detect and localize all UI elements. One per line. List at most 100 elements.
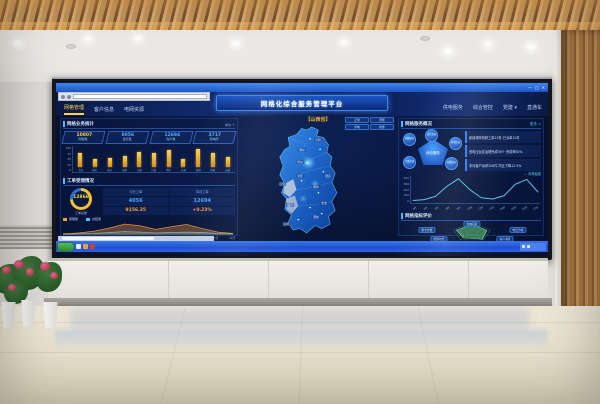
donut-gauge: 12866 工单总量 (63, 188, 99, 215)
stat-label: 客户数 (165, 137, 175, 142)
map-city-label[interactable]: 晋城 (312, 215, 320, 219)
tab-direct-line[interactable]: 直通车 (526, 105, 542, 111)
area-legend: 受理量 办结量 (63, 217, 235, 221)
hub-pentagon[interactable]: 综合服务 (418, 139, 448, 165)
map-city-label[interactable]: 运城 (282, 222, 290, 226)
left-panel: 网格业务统计 单位:个 10807 网格数 8056 台区数 (60, 118, 238, 240)
quicklaunch-app2-icon[interactable] (90, 244, 95, 249)
tab-customer-info[interactable]: 客户信息 (94, 107, 115, 113)
stats-grid: 今日工单 本月工单 4056 12694 9156.35 +0.23% (103, 188, 235, 215)
floor-reflection-band (55, 330, 547, 348)
grid-title: 今日工单 (103, 188, 169, 196)
grid-title: 本月工单 (169, 188, 235, 196)
list-item[interactable]: 低电压台区治理完成36个 完成率92% (465, 145, 541, 157)
map-legend-pill[interactable]: 停电 (345, 124, 369, 130)
media-cabinet (48, 258, 548, 300)
bubble-label: 业扩报装 (426, 133, 437, 137)
plant-pot (1, 302, 16, 328)
bar-y-axis: 100 75 50 25 0 (65, 146, 71, 172)
map-city-label[interactable]: 长治 (320, 201, 328, 205)
ceiling (0, 30, 600, 82)
load-curve-title: 负荷曲线 (528, 172, 541, 176)
list-item-text: 低电压台区治理完成36个 完成率92% (469, 149, 523, 154)
wood-wall-trim (555, 30, 562, 310)
service-bubble-cluster: 综合服务 故障抢修 业扩报装 停电信息 计量采集 电费电价 (401, 129, 465, 171)
quicklaunch-browser-icon[interactable] (76, 244, 81, 249)
tab-integrated-control[interactable]: 综合管控 (472, 105, 493, 111)
legend-swatch-orange (63, 217, 67, 221)
bubble-label: 计量采集 (404, 160, 415, 164)
load-curve-chart (410, 176, 540, 204)
minimize-button[interactable]: － (527, 84, 532, 90)
tab-power-service[interactable]: 供电服务 (442, 105, 463, 111)
map-legend: 正常 预警 停电 检修 (345, 117, 394, 130)
tray-icon[interactable] (527, 245, 530, 248)
right-section1-title: 网格服务概况 (401, 121, 432, 127)
service-bubble[interactable]: 电费电价 (445, 157, 458, 170)
map-city-label[interactable]: 忻州 (296, 160, 304, 164)
service-bubble[interactable]: 停电信息 (449, 137, 462, 150)
wall-vent-louvers (0, 225, 56, 249)
map-city-label[interactable]: 吕梁 (278, 182, 286, 186)
plant-pot (43, 302, 58, 328)
platform-title: 网格化综合服务管理平台 (260, 100, 344, 108)
wood-slat-wall (561, 30, 600, 310)
tile-floor (0, 306, 600, 404)
downlight (527, 44, 535, 50)
service-bubble[interactable]: 业扩报装 (425, 129, 438, 142)
more-link[interactable]: 更多 > (529, 122, 541, 126)
maximize-button[interactable]: □ (534, 84, 539, 90)
province-map[interactable] (268, 124, 352, 236)
stat-chip: 12694 客户数 (148, 131, 193, 144)
nav-tabs-right: 供电服务 综合管控 党建 ▾ 直通车 (443, 104, 542, 113)
stat-label: 供电所 (209, 137, 219, 142)
bell-x-labels: 0时 2时 4时 6时 8时 10时 12时 14时 16时 18时 20时 22时 (412, 205, 539, 212)
cabinet-seam (268, 261, 269, 300)
map-city-label[interactable]: 朔州 (298, 148, 306, 152)
start-button[interactable] (58, 242, 74, 251)
load-curve-legend: — 负荷曲线 (524, 172, 541, 176)
grid-value-orange: 9156.35 (103, 207, 169, 215)
list-item[interactable]: 本月客户诉求326件 同比下降12.5% (465, 159, 541, 171)
back-icon[interactable] (61, 94, 65, 99)
map-legend-pill[interactable]: 检修 (370, 124, 394, 130)
close-button[interactable]: ✕ (541, 84, 545, 90)
address-bar[interactable] (73, 94, 207, 99)
scrollbar-thumb[interactable] (62, 237, 154, 240)
tray-icon[interactable] (522, 245, 525, 248)
horizontal-scrollbar[interactable] (58, 236, 214, 241)
forward-icon[interactable] (67, 94, 71, 99)
list-item[interactable]: 新增故障抢修工单12件 已派单12件 (465, 131, 541, 143)
tab-grid-resources[interactable]: 电网资源 (124, 107, 145, 113)
cabinet-seam (368, 261, 369, 300)
downlight (340, 39, 348, 45)
map-city-label[interactable]: 阳泉 (324, 174, 332, 178)
map-legend-pill[interactable]: 正常 (345, 117, 369, 123)
legend-swatch-blue (86, 217, 91, 221)
service-bubble[interactable]: 计量采集 (403, 156, 416, 169)
map-city-label[interactable]: 临汾 (286, 203, 294, 207)
downlight (134, 35, 142, 41)
tab-grid-management[interactable]: 网格管理 (64, 104, 85, 115)
stat-label: 台区数 (121, 137, 131, 142)
downlight (484, 41, 492, 47)
donut-ring: 12866 (70, 188, 92, 210)
bubble-label: 停电信息 (450, 141, 461, 145)
quicklaunch-app-icon[interactable] (83, 244, 88, 249)
bubble-label: 故障抢修 (404, 137, 415, 141)
service-bubble[interactable]: 故障抢修 (403, 133, 416, 146)
bar-plot: 大同 朔州 忻州 阳泉 太原 吕梁 晋中 长治 临汾 晋城 运城 (72, 146, 235, 173)
system-tray[interactable] (520, 242, 546, 251)
tab-party-building[interactable]: 党建 ▾ (502, 105, 517, 111)
right-section2-title: 网格指标评价 (401, 213, 432, 219)
map-city-label[interactable]: 晋中 (312, 185, 320, 189)
map-title: 【山西省】 (305, 117, 331, 123)
map-city-label[interactable]: 太原 (296, 174, 304, 178)
radar-chart (453, 223, 491, 241)
map-legend-pill[interactable]: 预警 (370, 117, 394, 123)
legend-label: 受理量 (69, 217, 79, 221)
bell-y-axis: 400 300 200 100 0 (403, 176, 409, 203)
radar-label: 电压合格 (509, 227, 527, 233)
map-city-label[interactable]: 大同 (314, 138, 322, 142)
list-item-text: 新增故障抢修工单12件 已派单12件 (469, 135, 520, 140)
